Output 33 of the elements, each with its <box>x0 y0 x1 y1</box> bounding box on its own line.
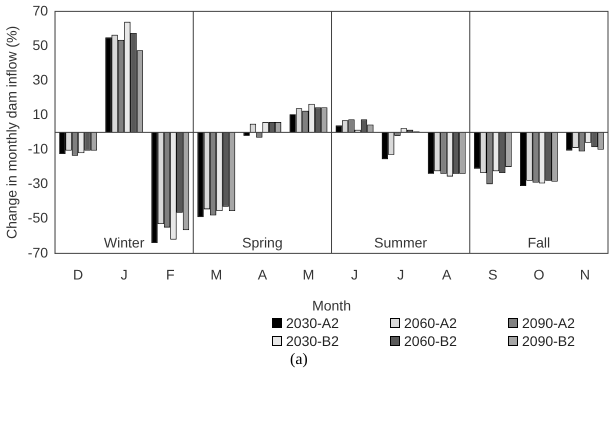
x-tick-label: A <box>258 266 268 283</box>
legend-label: 2060-B2 <box>404 333 457 349</box>
y-tick-label: -30 <box>28 175 48 192</box>
x-tick-label: N <box>580 266 590 283</box>
x-tick-label: M <box>302 266 314 283</box>
text: (a) <box>290 351 309 369</box>
x-tick-label: O <box>533 266 544 283</box>
x-tick-label: S <box>488 266 498 283</box>
y-tick-label: -50 <box>28 210 48 226</box>
legend-label: 2030-A2 <box>286 315 339 331</box>
legend-label: 2090-B2 <box>522 333 575 349</box>
x-tick-label: J <box>120 266 128 283</box>
y-tick-label: -10 <box>28 140 48 157</box>
x-tick-label: F <box>166 266 175 283</box>
legend-label: 2090-A2 <box>522 315 575 331</box>
legend-label: 2060-A2 <box>404 315 457 331</box>
y-tick-label: 50 <box>32 36 48 53</box>
x-tick-label: M <box>210 266 222 283</box>
annotation: Winter <box>104 234 145 250</box>
annotation: Summer <box>374 234 428 250</box>
y-tick-label: -70 <box>28 244 48 260</box>
x-tick-label: J <box>351 266 358 283</box>
x-tick-label: A <box>442 266 452 283</box>
y-tick-label: 30 <box>32 71 48 88</box>
annotation: Fall <box>528 234 550 250</box>
x-tick-label: D <box>73 266 84 283</box>
y-axis-title: Change in monthly dam inflow (%) <box>3 26 20 240</box>
y-tick-label: 70 <box>32 2 48 18</box>
x-tick-label: J <box>397 266 404 283</box>
y-tick-label: 10 <box>32 106 48 122</box>
annotation: Spring <box>242 234 283 250</box>
legend-label: 2030-B2 <box>286 333 339 349</box>
x-axis-title: Month <box>312 297 351 314</box>
